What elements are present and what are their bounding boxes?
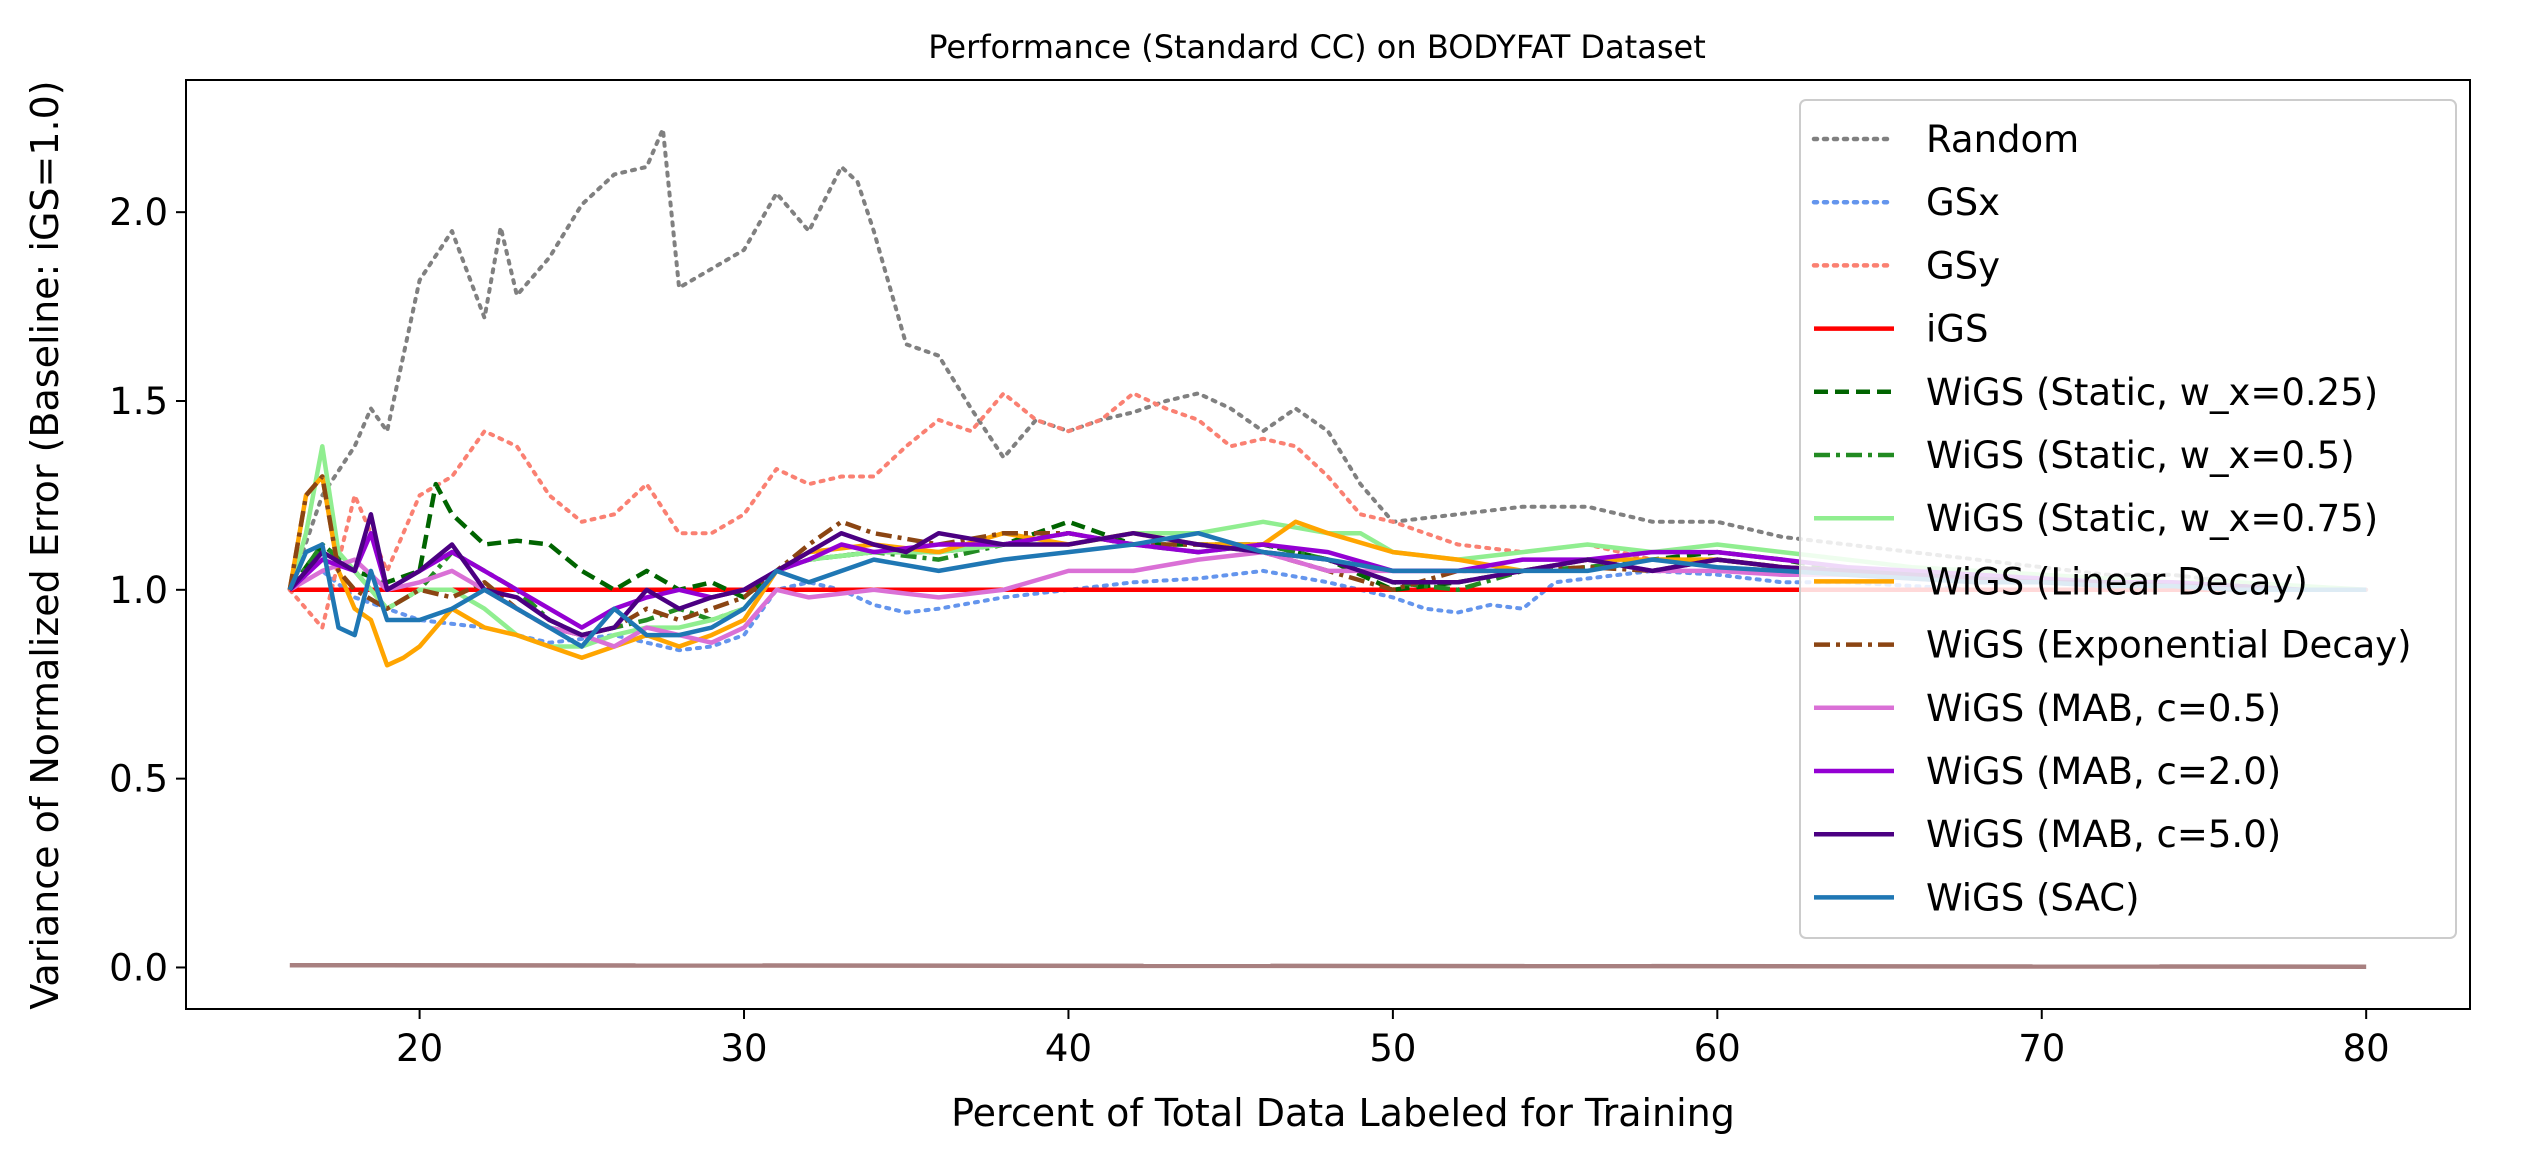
x-tick-label: 80 bbox=[2343, 1027, 2390, 1070]
legend-label: WiGS (Static, w_x=0.5) bbox=[1926, 434, 2355, 477]
legend-label: WiGS (MAB, c=5.0) bbox=[1926, 813, 2281, 856]
x-tick-label: 30 bbox=[720, 1027, 767, 1070]
legend-label: GSx bbox=[1926, 181, 2000, 224]
chart-title: Performance (Standard CC) on BODYFAT Dat… bbox=[928, 28, 1705, 66]
y-tick-label: 0.0 bbox=[109, 946, 168, 989]
x-axis-title: Percent of Total Data Labeled for Traini… bbox=[951, 1091, 1735, 1135]
x-tick-label: 40 bbox=[1045, 1027, 1092, 1070]
legend-label: WiGS (Static, w_x=0.25) bbox=[1926, 371, 2378, 414]
ticks-layer: 20 30 40 50 60 70 80 0.0 0.5 1.0 1.5 2.0 bbox=[109, 191, 2390, 1070]
x-tick-label: 50 bbox=[1369, 1027, 1416, 1070]
legend: Random GSx GSy iGS WiGS (Static, w_x=0.25) Wi… bbox=[1799, 99, 2457, 939]
y-tick-label: 1.0 bbox=[109, 569, 168, 612]
legend-label: WiGS (SAC) bbox=[1926, 876, 2140, 919]
y-tick-label: 1.5 bbox=[109, 380, 168, 423]
legend-label: WiGS (MAB, c=2.0) bbox=[1926, 750, 2281, 793]
plot-frame bbox=[185, 79, 2471, 1010]
legend-box bbox=[1799, 99, 2457, 939]
legend-label: WiGS (MAB, c=0.5) bbox=[1926, 687, 2281, 730]
x-tick-label: 60 bbox=[1694, 1027, 1741, 1070]
x-tick-label: 20 bbox=[396, 1027, 443, 1070]
y-tick-label: 0.5 bbox=[109, 758, 168, 801]
legend-label: WiGS (Exponential Decay) bbox=[1926, 624, 2412, 667]
series-line-gsx bbox=[287, 568, 2369, 653]
legend-label: iGS bbox=[1926, 308, 1988, 351]
y-tick-label: 2.0 bbox=[109, 191, 168, 234]
legend-label: Random bbox=[1926, 118, 2079, 161]
legend-label: WiGS (Linear Decay) bbox=[1926, 560, 2308, 603]
legend-label: WiGS (Static, w_x=0.75) bbox=[1926, 497, 2378, 540]
series-line-random bbox=[287, 127, 2369, 592]
series-line-baseline-13 bbox=[289, 962, 2367, 969]
y-axis-title: Variance of Normalized Error (Baseline: … bbox=[23, 80, 67, 1009]
x-tick-label: 70 bbox=[2018, 1027, 2065, 1070]
legend-label: GSy bbox=[1926, 244, 2000, 287]
